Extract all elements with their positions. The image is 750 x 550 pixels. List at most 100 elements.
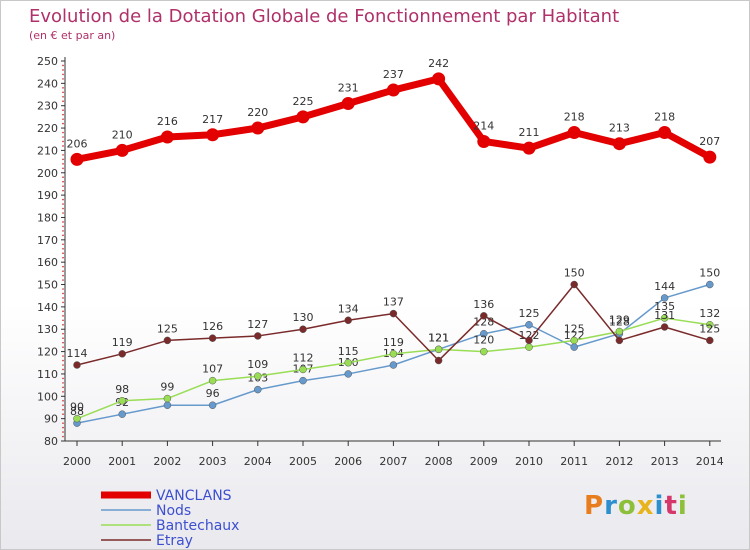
data-label: 206 — [67, 137, 88, 150]
data-point — [344, 359, 352, 367]
data-point — [118, 397, 126, 405]
logo-letter: x — [636, 491, 655, 521]
y-minor-dot — [62, 203, 64, 205]
data-point — [389, 350, 398, 358]
data-label: 112 — [293, 351, 314, 364]
y-tick-label: 140 — [37, 301, 58, 314]
data-label: 137 — [383, 296, 404, 309]
data-point — [570, 280, 578, 289]
data-point — [73, 361, 81, 369]
data-label: 125 — [699, 322, 720, 335]
data-label: 231 — [338, 81, 359, 94]
data-label: 134 — [338, 302, 359, 315]
data-point — [567, 126, 581, 140]
data-point — [706, 321, 714, 329]
data-point — [389, 361, 398, 369]
y-minor-dot — [62, 221, 64, 223]
data-label: 119 — [383, 336, 404, 349]
data-label: 119 — [112, 336, 133, 349]
data-point — [525, 343, 533, 351]
data-point — [703, 150, 717, 164]
y-minor-dot — [62, 247, 64, 250]
y-minor-dot — [62, 382, 64, 384]
y-minor-dot — [62, 346, 64, 348]
y-minor-dot — [62, 212, 64, 214]
data-point — [480, 329, 488, 338]
y-minor-dot — [62, 377, 64, 380]
y-tick-label: 100 — [37, 390, 58, 403]
data-label: 109 — [247, 358, 268, 371]
data-point — [299, 365, 307, 374]
y-minor-dot — [62, 413, 64, 415]
y-tick-label: 180 — [37, 211, 58, 224]
y-minor-dot — [62, 252, 64, 255]
y-minor-dot — [62, 189, 64, 192]
data-label: 213 — [609, 122, 630, 135]
y-tick-label: 110 — [37, 368, 58, 381]
y-minor-dot — [62, 113, 64, 116]
y-minor-dot — [62, 292, 64, 295]
data-label: 98 — [115, 383, 129, 396]
data-label: 115 — [338, 345, 359, 358]
y-tick-label: 170 — [37, 234, 58, 247]
data-label: 127 — [247, 318, 268, 331]
y-minor-dot — [62, 122, 64, 125]
data-point — [386, 83, 400, 97]
y-minor-dot — [62, 78, 64, 80]
y-minor-dot — [62, 69, 64, 71]
y-minor-dot — [62, 234, 64, 237]
data-label: 225 — [293, 95, 314, 108]
y-minor-dot — [62, 167, 64, 170]
y-minor-dot — [62, 341, 64, 344]
y-minor-dot — [62, 399, 64, 402]
x-tick-label: 2011 — [560, 455, 588, 468]
data-point — [480, 347, 488, 356]
data-label: 121 — [428, 331, 449, 344]
y-minor-dot — [62, 118, 64, 120]
data-label: 242 — [428, 57, 449, 70]
data-label: 214 — [473, 119, 494, 132]
proxiti-logo: Proxiti — [584, 491, 688, 521]
data-point — [163, 336, 172, 345]
y-tick-label: 230 — [37, 100, 58, 113]
data-label: 136 — [473, 298, 494, 311]
y-minor-dot — [62, 391, 64, 393]
x-tick-label: 2010 — [515, 455, 543, 468]
x-tick-label: 2008 — [425, 455, 453, 468]
data-point — [208, 376, 217, 385]
x-tick-label: 2000 — [63, 455, 91, 468]
y-minor-dot — [62, 256, 64, 259]
series-etray: 114 119 125 126 127 130 134 137 136 150 131 125 — [67, 267, 720, 369]
x-tick-label: 2004 — [244, 455, 272, 468]
data-point — [299, 376, 307, 385]
data-label: 144 — [654, 280, 675, 293]
y-minor-dot — [62, 404, 64, 407]
y-minor-dot — [62, 297, 64, 299]
data-label: 220 — [247, 106, 268, 119]
x-tick-label: 2001 — [108, 455, 136, 468]
data-label: 88 — [70, 405, 84, 418]
y-tick-label: 240 — [37, 77, 58, 90]
y-tick-label: 80 — [44, 435, 58, 448]
y-minor-dot — [62, 73, 64, 76]
data-label: 211 — [519, 126, 540, 139]
y-minor-dot — [62, 310, 64, 313]
data-point — [615, 327, 624, 336]
data-label: 90 — [70, 401, 84, 414]
data-label: 217 — [202, 113, 223, 126]
y-minor-dot — [62, 301, 64, 304]
data-point — [570, 336, 578, 345]
data-point — [344, 316, 352, 325]
x-tick-label: 2007 — [379, 455, 407, 468]
data-label: 107 — [202, 363, 223, 376]
data-point — [118, 350, 126, 358]
y-tick-label: 90 — [44, 413, 58, 426]
y-minor-dot — [62, 185, 64, 187]
data-point — [208, 334, 217, 342]
y-tick-label: 120 — [37, 346, 58, 359]
data-label: 135 — [654, 300, 675, 313]
data-point — [254, 332, 262, 340]
y-minor-dot — [62, 319, 64, 322]
data-label: 207 — [699, 135, 720, 148]
y-minor-dot — [62, 87, 64, 89]
